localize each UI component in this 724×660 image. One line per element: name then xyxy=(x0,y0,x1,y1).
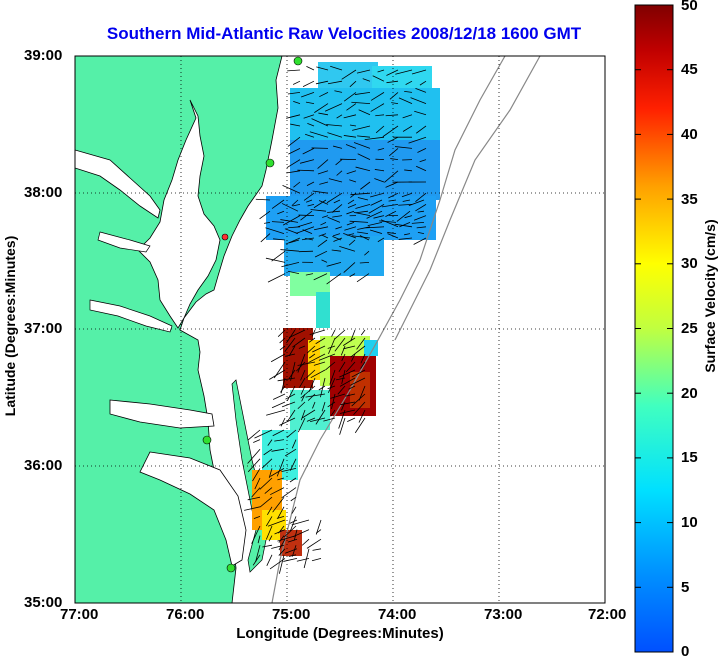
velocity-vector xyxy=(287,70,300,71)
y-tick: 38:00 xyxy=(24,184,62,201)
velocity-vector xyxy=(282,488,296,498)
velocity-vector xyxy=(248,430,260,440)
velocity-vector xyxy=(281,418,285,426)
velocity-vector xyxy=(266,410,285,415)
y-tick: 36:00 xyxy=(24,457,62,474)
x-tick: 74:00 xyxy=(378,606,416,623)
colorbar-tick: 45 xyxy=(681,61,698,78)
colorbar-tick: 20 xyxy=(681,385,698,402)
velocity-vector xyxy=(297,558,309,561)
colorbar-tick: 5 xyxy=(681,579,689,596)
y-tick: 37:00 xyxy=(24,320,62,337)
site-marker xyxy=(227,564,235,572)
site-marker xyxy=(222,234,228,240)
colorbar-tick: 25 xyxy=(681,320,698,337)
velocity-vector xyxy=(302,539,309,545)
colorbar-tick: 10 xyxy=(681,514,698,531)
site-marker xyxy=(266,159,274,167)
site-marker xyxy=(294,57,302,65)
velocity-vector xyxy=(340,418,345,435)
velocity-vector xyxy=(270,558,285,569)
velocity-vector xyxy=(271,354,285,362)
colorbar-tick: 50 xyxy=(681,0,698,14)
velocity-vector xyxy=(306,66,314,70)
x-tick: 73:00 xyxy=(484,606,522,623)
x-axis-label: Longitude (Degrees:Minutes) xyxy=(75,625,605,642)
y-tick: 35:00 xyxy=(24,594,62,611)
x-tick: 75:00 xyxy=(272,606,310,623)
x-tick: 77:00 xyxy=(60,606,98,623)
velocity-vector xyxy=(332,330,335,337)
x-tick: 72:00 xyxy=(588,606,626,623)
velocity-vector xyxy=(347,418,355,422)
velocity-vector xyxy=(283,558,297,561)
colorbar-tick: 15 xyxy=(681,449,698,466)
velocity-vector xyxy=(269,370,285,379)
velocity-vector xyxy=(307,539,321,548)
x-tick: 76:00 xyxy=(166,606,204,623)
velocity-vector xyxy=(253,440,260,443)
y-axis-label: Latitude (Degrees:Minutes) xyxy=(2,226,18,426)
y-tick: 39:00 xyxy=(24,47,62,64)
velocity-vector xyxy=(268,274,285,283)
velocity-vector xyxy=(312,558,321,560)
land-mass xyxy=(75,56,282,603)
colorbar-tick: 30 xyxy=(681,255,698,272)
velocity-vector xyxy=(313,549,321,551)
colorbar-tick: 35 xyxy=(681,191,698,208)
site-marker xyxy=(203,436,211,444)
colorbar-tick: 0 xyxy=(681,643,689,660)
velocity-vector xyxy=(266,258,285,262)
velocity-vector xyxy=(361,330,365,335)
colorbar-tick: 40 xyxy=(681,126,698,143)
colorbar-label: Surface Velocity (cm/s) xyxy=(702,196,718,396)
velocity-vector xyxy=(267,555,272,566)
velocity-vector xyxy=(303,81,314,86)
velocity-vector xyxy=(273,394,285,399)
velocity-vector xyxy=(293,81,300,84)
